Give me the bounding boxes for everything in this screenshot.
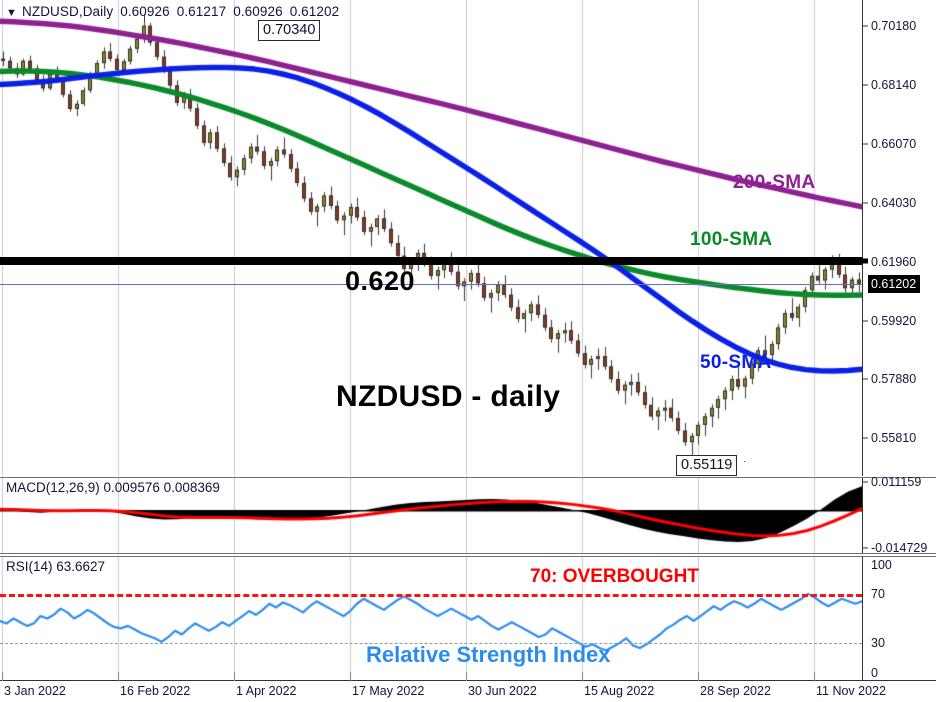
price-plot-area[interactable]: 0.620 0.70340 0.55119 200-SMA 100-SMA 50…: [0, 0, 862, 476]
price-axis-tick: 0.59920: [871, 313, 917, 328]
macd-plot-area[interactable]: MACD(12,26,9) 0.009576 0.008369: [0, 478, 862, 553]
rsi-y-axis[interactable]: 100 70 30 0: [862, 557, 936, 680]
symbol-label: NZDUSD,Daily: [22, 4, 114, 19]
rsi-axis-tick: 70: [871, 586, 885, 601]
quote-open: 0.60926: [120, 4, 170, 19]
price-axis-tick: 0.70180: [871, 19, 917, 34]
price-axis-tick: 0.61960: [871, 255, 917, 270]
date-axis-tick: 30 Jun 2022: [468, 684, 537, 698]
period-low-callout: 0.55119: [676, 455, 738, 476]
macd-axis-tickmark: [863, 481, 868, 483]
price-axis-tick: 0.68140: [871, 77, 917, 92]
support-line-0620: [0, 256, 862, 265]
price-axis-tick: 0.64030: [871, 195, 917, 210]
macd-axis-tick: 0.011159: [871, 475, 922, 490]
macd-panel: MACD(12,26,9) 0.009576 0.008369 0.011159…: [0, 475, 936, 556]
current-price-tag: 0.61202: [868, 274, 921, 293]
rsi-canvas: [0, 557, 862, 680]
date-axis-tickmark: [466, 672, 467, 681]
rsi-panel: RSI(14) 63.6627 70: OVERBOUGHT Relative …: [0, 556, 936, 680]
date-axis-tick: 16 Feb 2022: [120, 684, 191, 698]
macd-axis-tickmark: [863, 547, 868, 549]
high-callout-stem: [143, 14, 145, 22]
price-panel: 0.620 0.70340 0.55119 200-SMA 100-SMA 50…: [0, 0, 936, 476]
price-axis-tick: 0.66070: [871, 137, 917, 152]
price-axis-tickmark: [863, 378, 868, 380]
date-axis-tickmark: [2, 672, 3, 681]
macd-y-axis[interactable]: 0.011159 -0.014729: [862, 475, 936, 556]
sma-200-annotation: 200-SMA: [733, 172, 816, 193]
quote-header: ▼ NZDUSD,Daily 0.60926 0.61217 0.60926 0.6120…: [6, 4, 339, 19]
price-axis-tickmark: [863, 202, 868, 204]
chevron-down-icon[interactable]: ▼: [6, 7, 17, 19]
price-axis-tickmark: [863, 25, 868, 27]
rsi-overbought-annotation: 70: OVERBOUGHT: [530, 566, 699, 587]
date-axis-tickmark: [234, 672, 235, 681]
rsi-axis-tick: 0: [871, 666, 878, 680]
date-axis-tickmark: [350, 672, 351, 681]
rsi-axis-tick: 30: [871, 636, 885, 651]
date-x-axis[interactable]: 3 Jan 2022 16 Feb 2022 1 Apr 2022 17 May 20…: [0, 672, 936, 702]
low-callout-stem-horizontal: [744, 461, 745, 462]
date-axis-tick: 17 May 2022: [352, 684, 425, 698]
date-axis-tickmark: [118, 672, 119, 681]
rsi-overbought-line: [0, 593, 862, 597]
quote-low: 0.60926: [233, 4, 283, 19]
rsi-indicator-label: RSI(14) 63.6627: [6, 559, 106, 574]
support-level-label: 0.620: [345, 265, 416, 296]
rsi-oversold-line: [0, 643, 862, 645]
period-high-callout: 0.70340: [258, 20, 321, 41]
quote-high: 0.61217: [176, 4, 227, 19]
date-axis-tickmark: [814, 672, 815, 681]
macd-canvas: [0, 478, 862, 553]
price-axis-tickmark: [863, 320, 868, 322]
date-axis-tick: 3 Jan 2022: [4, 684, 66, 698]
price-axis-tick: 0.55810: [871, 431, 917, 446]
rsi-plot-area[interactable]: RSI(14) 63.6627 70: OVERBOUGHT Relative …: [0, 557, 862, 680]
date-axis-tick: 15 Aug 2022: [584, 684, 655, 698]
price-candlestick-canvas: [0, 0, 862, 476]
date-axis-tick: 11 Nov 2022: [816, 684, 886, 698]
sma-100-annotation: 100-SMA: [690, 229, 773, 250]
rsi-name-annotation: Relative Strength Index: [366, 642, 611, 667]
current-price-axis-mark: [858, 258, 868, 264]
price-axis-tickmark: [863, 437, 868, 439]
sma-50-annotation: 50-SMA: [700, 352, 772, 373]
chart-title-annotation: NZDUSD - daily: [336, 380, 561, 413]
macd-indicator-label: MACD(12,26,9) 0.009576 0.008369: [6, 480, 220, 495]
price-y-axis[interactable]: 0.70180 0.68140 0.66070 0.64030 0.61960 0.599…: [862, 0, 936, 476]
price-axis-tickmark: [863, 143, 868, 145]
date-axis-tick: 1 Apr 2022: [236, 684, 297, 698]
date-axis-tick: 28 Sep 2022: [700, 684, 771, 698]
price-axis-tickmark: [863, 84, 868, 86]
rsi-axis-tick: 100: [871, 558, 892, 572]
price-axis-tick: 0.57880: [871, 372, 917, 387]
date-axis-tickmark: [582, 672, 583, 681]
current-price-line: [0, 283, 862, 285]
quote-close: 0.61202: [289, 4, 340, 19]
macd-axis-tick: -0.014729: [871, 541, 928, 556]
date-axis-tickmark: [698, 672, 699, 681]
